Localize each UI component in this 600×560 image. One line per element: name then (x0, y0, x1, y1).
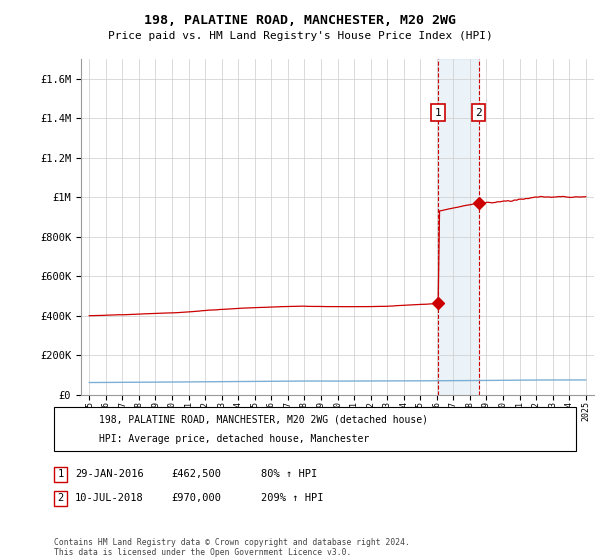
Text: HPI: Average price, detached house, Manchester: HPI: Average price, detached house, Manc… (99, 433, 369, 444)
Text: 29-JAN-2016: 29-JAN-2016 (75, 469, 144, 479)
Text: 1: 1 (58, 469, 64, 479)
Text: 209% ↑ HPI: 209% ↑ HPI (261, 493, 323, 503)
Text: 80% ↑ HPI: 80% ↑ HPI (261, 469, 317, 479)
Text: Price paid vs. HM Land Registry's House Price Index (HPI): Price paid vs. HM Land Registry's House … (107, 31, 493, 41)
Text: 2: 2 (58, 493, 64, 503)
Text: Contains HM Land Registry data © Crown copyright and database right 2024.
This d: Contains HM Land Registry data © Crown c… (54, 538, 410, 557)
Text: 2: 2 (475, 108, 482, 118)
Text: £970,000: £970,000 (171, 493, 221, 503)
Text: £462,500: £462,500 (171, 469, 221, 479)
Text: 198, PALATINE ROAD, MANCHESTER, M20 2WG (detached house): 198, PALATINE ROAD, MANCHESTER, M20 2WG … (99, 414, 428, 424)
Text: 1: 1 (435, 108, 442, 118)
Text: 198, PALATINE ROAD, MANCHESTER, M20 2WG: 198, PALATINE ROAD, MANCHESTER, M20 2WG (144, 14, 456, 27)
Bar (438, 59, 479, 395)
Text: 10-JUL-2018: 10-JUL-2018 (75, 493, 144, 503)
